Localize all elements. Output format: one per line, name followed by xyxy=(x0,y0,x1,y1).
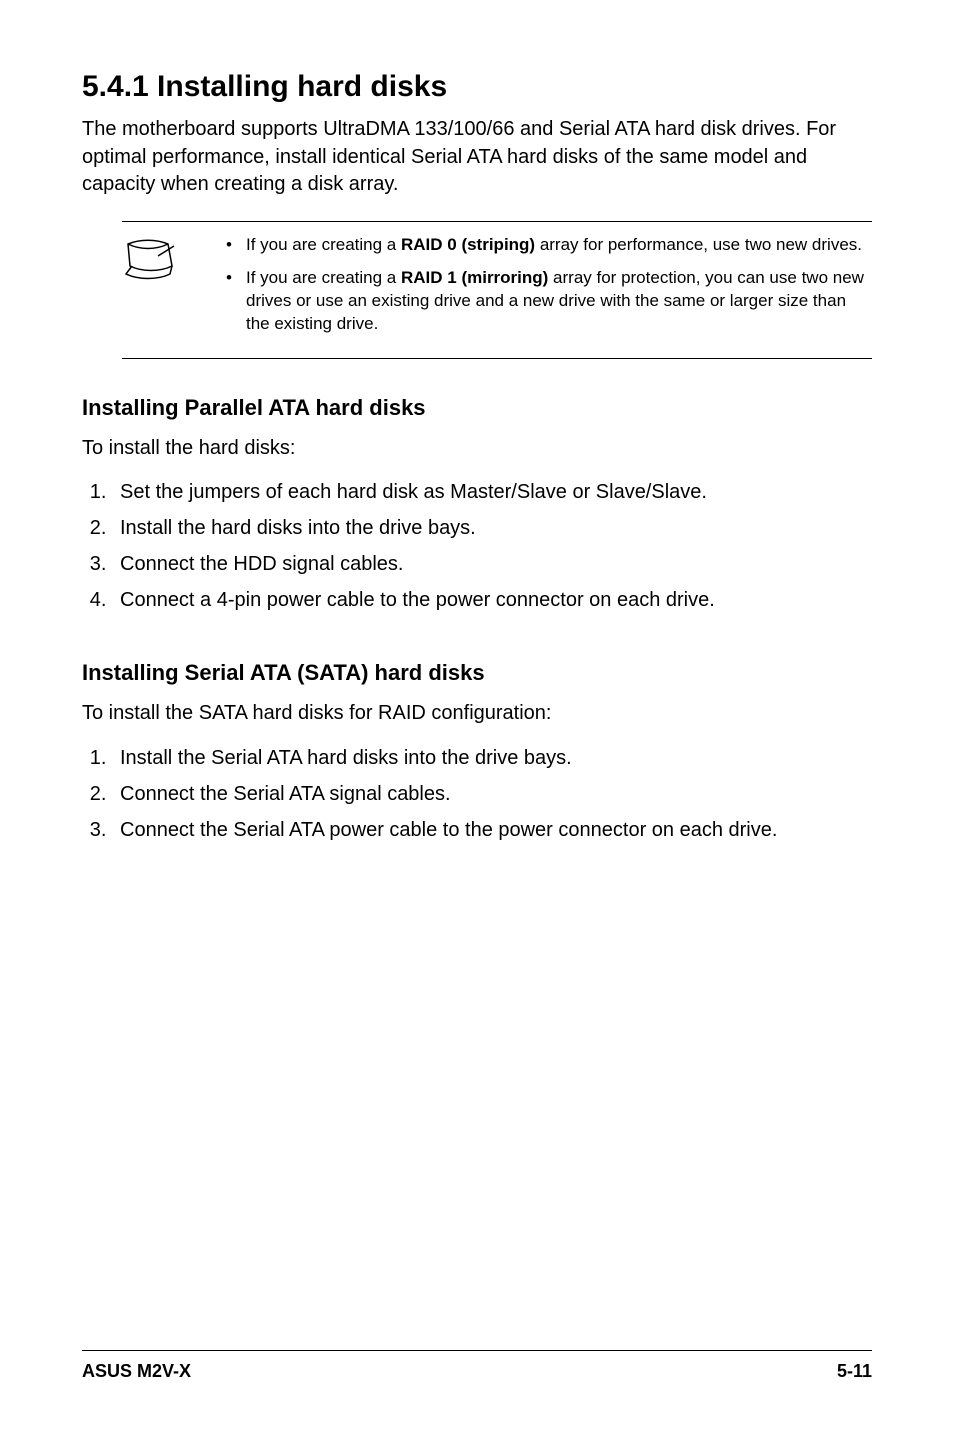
note-box: If you are creating a RAID 0 (striping) … xyxy=(122,221,872,359)
list-item: Set the jumpers of each hard disk as Mas… xyxy=(112,476,872,508)
sata-steps: Install the Serial ATA hard disks into t… xyxy=(82,742,872,846)
list-item: Connect the Serial ATA signal cables. xyxy=(112,778,872,810)
pata-lead: To install the hard disks: xyxy=(82,435,872,463)
list-item: Connect the HDD signal cables. xyxy=(112,548,872,580)
footer-right: 5-11 xyxy=(837,1361,872,1382)
note-text-pre: If you are creating a xyxy=(246,235,401,254)
note-text-bold: RAID 0 (striping) xyxy=(401,235,535,254)
list-item: Connect a 4-pin power cable to the power… xyxy=(112,584,872,616)
list-item: Install the Serial ATA hard disks into t… xyxy=(112,742,872,774)
note-item: If you are creating a RAID 1 (mirroring)… xyxy=(226,267,872,336)
paper-note-icon xyxy=(122,238,178,287)
note-text-post: array for performance, use two new drive… xyxy=(535,235,862,254)
footer-left: ASUS M2V-X xyxy=(82,1361,191,1382)
note-text-bold: RAID 1 (mirroring) xyxy=(401,268,548,287)
note-text-pre: If you are creating a xyxy=(246,268,401,287)
section-intro: The motherboard supports UltraDMA 133/10… xyxy=(82,116,872,199)
pata-heading: Installing Parallel ATA hard disks xyxy=(82,395,872,421)
sata-heading: Installing Serial ATA (SATA) hard disks xyxy=(82,660,872,686)
pata-steps: Set the jumpers of each hard disk as Mas… xyxy=(82,476,872,616)
list-item: Install the hard disks into the drive ba… xyxy=(112,512,872,544)
section-heading: 5.4.1 Installing hard disks xyxy=(82,70,872,104)
note-content: If you are creating a RAID 0 (striping) … xyxy=(206,234,872,346)
sata-lead: To install the SATA hard disks for RAID … xyxy=(82,700,872,728)
note-item: If you are creating a RAID 0 (striping) … xyxy=(226,234,872,257)
page-footer: ASUS M2V-X 5-11 xyxy=(82,1350,872,1382)
list-item: Connect the Serial ATA power cable to th… xyxy=(112,814,872,846)
